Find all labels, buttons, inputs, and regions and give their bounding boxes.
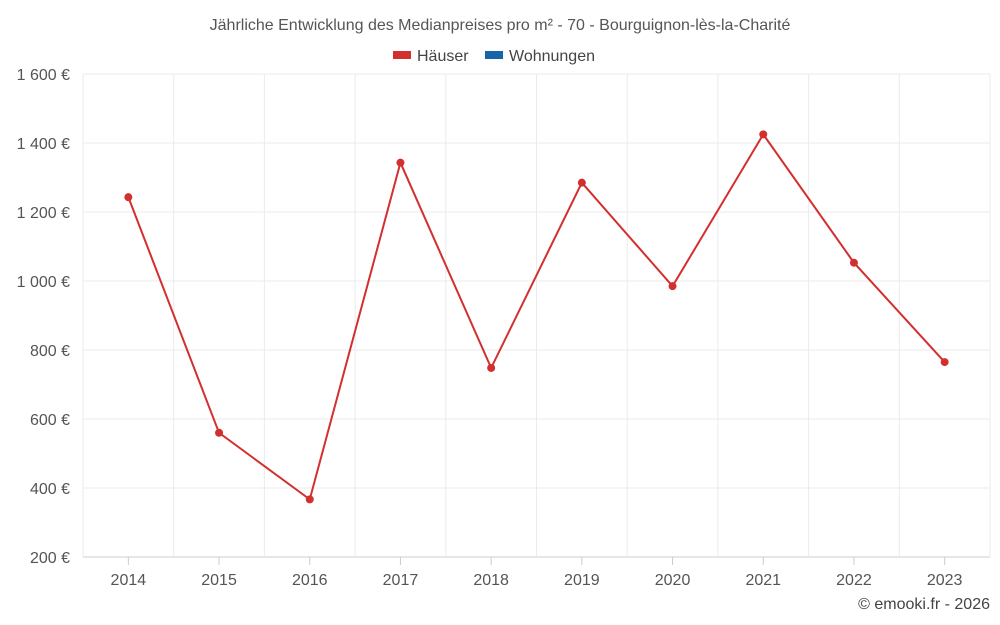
data-point[interactable] <box>668 282 677 291</box>
x-tick-label: 2022 <box>836 572 872 589</box>
legend-label-apartments: Wohnungen <box>509 48 595 65</box>
data-point[interactable] <box>305 495 314 504</box>
x-tick-label: 2017 <box>383 572 419 589</box>
legend-item-houses[interactable]: Häuser <box>393 48 469 65</box>
grid-lines <box>82 73 991 558</box>
x-tick-label: 2020 <box>655 572 691 589</box>
y-tick-label: 400 € <box>30 481 70 498</box>
data-point[interactable] <box>849 258 858 267</box>
data-point[interactable] <box>759 130 768 139</box>
data-point[interactable] <box>215 428 224 437</box>
chart-title: Jährliche Entwicklung des Medianpreises … <box>210 17 791 34</box>
y-tick-label: 1 000 € <box>17 274 70 291</box>
x-tick-label: 2015 <box>201 572 237 589</box>
legend[interactable]: Häuser Wohnungen <box>393 48 595 65</box>
credit-text: © emooki.fr - 2026 <box>858 596 990 613</box>
x-tick-label: 2019 <box>564 572 600 589</box>
x-tick-label: 2023 <box>927 572 963 589</box>
data-point[interactable] <box>577 178 586 187</box>
x-tick-label: 2016 <box>292 572 328 589</box>
legend-swatch-houses <box>393 51 411 59</box>
series-line <box>127 132 946 502</box>
series-houses <box>124 130 949 504</box>
y-tick-label: 1 200 € <box>17 205 70 222</box>
data-point[interactable] <box>396 158 405 167</box>
data-point[interactable] <box>124 193 133 202</box>
legend-swatch-apartments <box>485 51 503 59</box>
x-tick-label: 2014 <box>111 572 147 589</box>
legend-label-houses: Häuser <box>417 48 469 65</box>
y-tick-label: 1 400 € <box>17 136 70 153</box>
y-tick-label: 800 € <box>30 343 70 360</box>
data-point[interactable] <box>940 358 949 367</box>
y-tick-label: 1 600 € <box>17 67 70 84</box>
x-tick-label: 2021 <box>745 572 781 589</box>
data-point[interactable] <box>487 363 496 372</box>
x-axis-ticks: 2014 2015 2016 2017 2018 2019 2020 2021 2022 2023 <box>111 557 963 589</box>
y-tick-label: 600 € <box>30 412 70 429</box>
y-tick-label: 200 € <box>30 550 70 567</box>
y-axis-ticks: 200 € 400 € 600 € 800 € 1 000 € 1 200 € 1 400 … <box>17 67 70 567</box>
x-tick-label: 2018 <box>473 572 509 589</box>
legend-item-apartments[interactable]: Wohnungen <box>485 48 595 65</box>
